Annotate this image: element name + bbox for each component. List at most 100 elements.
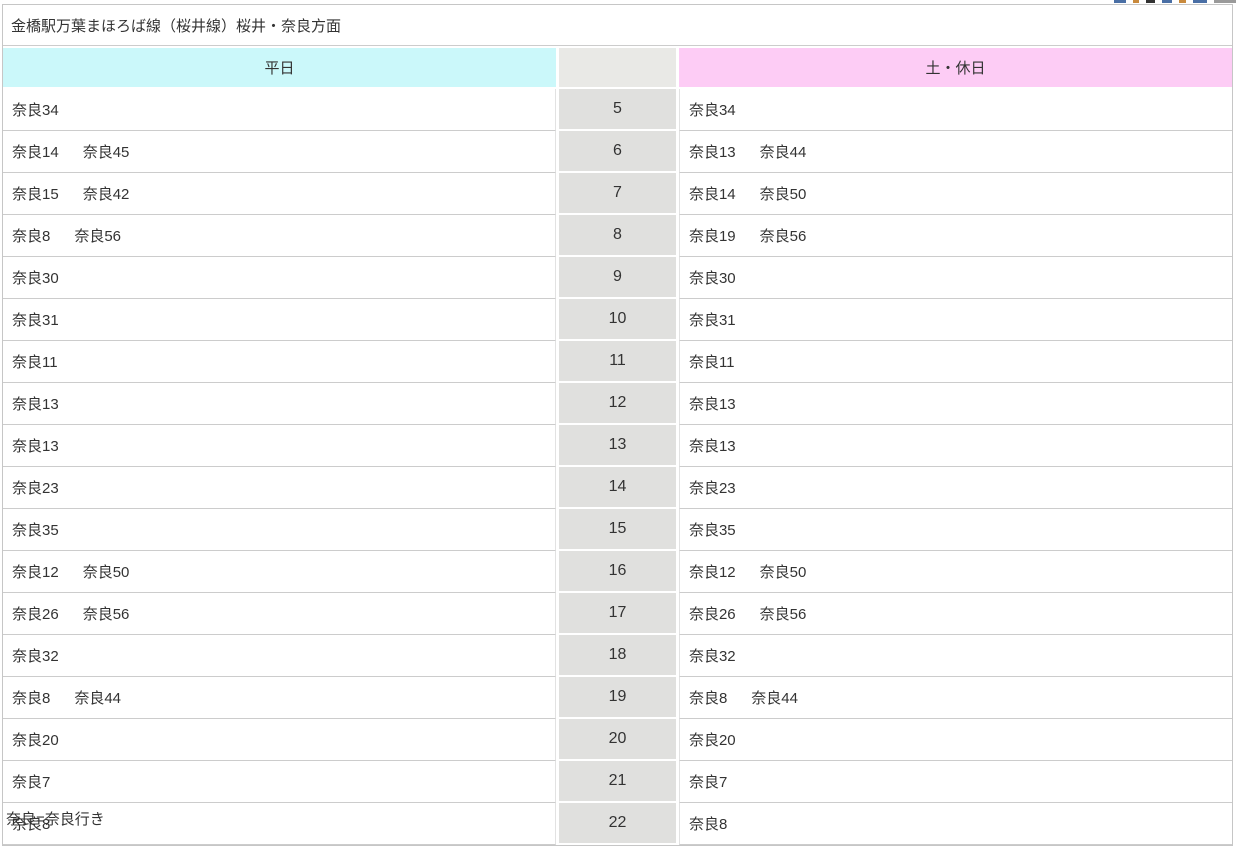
timetable-row: 奈良26 奈良56 17 奈良26 奈良56: [3, 593, 1232, 635]
timetable-title: 金橋駅万葉まほろば線（桜井線）桜井・奈良方面: [3, 5, 1232, 46]
train-entry: 奈良7: [12, 774, 51, 791]
weekend-cell: 奈良8: [678, 803, 1232, 845]
train-entry: 奈良8: [12, 690, 51, 707]
weekend-cell: 奈良30: [678, 257, 1232, 299]
train-entry: 奈良45: [82, 144, 130, 161]
weekday-cell: 奈良12 奈良50: [3, 551, 557, 593]
clipped-fragment: [1114, 0, 1126, 3]
hour-cell: 8: [556, 215, 679, 257]
train-entry: 奈良13: [688, 438, 736, 455]
train-entry: 奈良56: [759, 606, 807, 623]
weekday-cell: 奈良11: [3, 341, 557, 383]
train-entry: 奈良50: [759, 564, 807, 581]
timetable-row: 奈良23 14 奈良23: [3, 467, 1232, 509]
hour-cell: 5: [556, 89, 679, 131]
hour-cell: 20: [556, 719, 679, 761]
legend-note: 奈良=奈良行き: [6, 811, 105, 828]
train-entry: 奈良14: [688, 186, 736, 203]
weekend-cell: 奈良20: [678, 719, 1232, 761]
weekend-cell: 奈良12 奈良50: [678, 551, 1232, 593]
weekend-cell: 奈良11: [678, 341, 1232, 383]
weekend-cell: 奈良13: [678, 383, 1232, 425]
hour-cell: 13: [556, 425, 679, 467]
train-entry: 奈良8: [12, 228, 51, 245]
weekday-cell: 奈良13: [3, 383, 557, 425]
timetable-row: 奈良11 11 奈良11: [3, 341, 1232, 383]
train-entry: 奈良23: [688, 480, 736, 497]
weekend-cell: 奈良19 奈良56: [678, 215, 1232, 257]
train-entry: 奈良44: [74, 690, 122, 707]
weekend-header: 土・休日: [678, 46, 1232, 89]
train-entry: 奈良50: [759, 186, 807, 203]
hour-cell: 16: [556, 551, 679, 593]
hour-header: [556, 46, 679, 89]
timetable-row: 奈良20 20 奈良20: [3, 719, 1232, 761]
timetable-header-row: 平日 土・休日: [3, 46, 1232, 89]
hour-cell: 15: [556, 509, 679, 551]
train-entry: 奈良32: [12, 648, 59, 665]
train-entry: 奈良35: [12, 522, 59, 539]
timetable-row: 奈良14 奈良45 6 奈良13 奈良44: [3, 131, 1232, 173]
weekday-cell: 奈良8 奈良44: [3, 677, 557, 719]
weekend-cell: 奈良34: [678, 89, 1232, 131]
train-entry: 奈良11: [12, 354, 58, 371]
timetable: 金橋駅万葉まほろば線（桜井線）桜井・奈良方面 平日 土・休日 奈良34 5 奈良34…: [2, 4, 1233, 846]
weekday-cell: 奈良35: [3, 509, 557, 551]
train-entry: 奈良7: [688, 774, 728, 791]
train-entry: 奈良56: [74, 228, 122, 245]
hour-cell: 21: [556, 761, 679, 803]
weekend-cell: 奈良8 奈良44: [678, 677, 1232, 719]
weekday-cell: 奈良30: [3, 257, 557, 299]
weekend-cell: 奈良23: [678, 467, 1232, 509]
hour-cell: 19: [556, 677, 679, 719]
train-entry: 奈良50: [82, 564, 130, 581]
timetable-row: 奈良7 21 奈良7: [3, 761, 1232, 803]
weekday-cell: 奈良15 奈良42: [3, 173, 557, 215]
timetable-row: 奈良8 奈良56 8 奈良19 奈良56: [3, 215, 1232, 257]
timetable-row: 奈良8 22 奈良8: [3, 803, 1232, 845]
train-entry: 奈良32: [688, 648, 736, 665]
train-entry: 奈良8: [12, 816, 51, 833]
train-entry: 奈良12: [12, 564, 59, 581]
train-entry: 奈良26: [12, 606, 59, 623]
train-entry: 奈良34: [12, 102, 59, 119]
train-entry: 奈良42: [82, 186, 130, 203]
train-entry: 奈良13: [688, 396, 736, 413]
train-entry: 奈良44: [751, 690, 798, 707]
hour-cell: 7: [556, 173, 679, 215]
train-entry: 奈良31: [688, 312, 736, 329]
timetable-body: 奈良34 5 奈良34 奈良14 奈良45 6 奈良13 奈良44 奈良15 奈良42 7 奈良14 奈…: [3, 89, 1232, 845]
timetable-row: 奈良31 10 奈良31: [3, 299, 1232, 341]
train-entry: 奈良20: [12, 732, 59, 749]
weekday-cell: 奈良20: [3, 719, 557, 761]
timetable-row: 奈良13 13 奈良13: [3, 425, 1232, 467]
clipped-fragment: [1179, 0, 1186, 3]
train-entry: 奈良31: [12, 312, 59, 329]
hour-cell: 18: [556, 635, 679, 677]
train-entry: 奈良13: [12, 396, 59, 413]
weekend-cell: 奈良31: [678, 299, 1232, 341]
train-entry: 奈良15: [12, 186, 59, 203]
train-entry: 奈良35: [688, 522, 736, 539]
weekday-cell: 奈良14 奈良45: [3, 131, 557, 173]
timetable-row: 奈良35 15 奈良35: [3, 509, 1232, 551]
timetable-row: 奈良12 奈良50 16 奈良12 奈良50: [3, 551, 1232, 593]
timetable-row: 奈良32 18 奈良32: [3, 635, 1232, 677]
weekend-cell: 奈良13 奈良44: [678, 131, 1232, 173]
timetable-row: 奈良34 5 奈良34: [3, 89, 1232, 131]
hour-cell: 14: [556, 467, 679, 509]
hour-cell: 11: [556, 341, 679, 383]
train-entry: 奈良11: [688, 354, 735, 371]
train-entry: 奈良13: [12, 438, 59, 455]
timetable-row: 奈良15 奈良42 7 奈良14 奈良50: [3, 173, 1232, 215]
weekday-cell: 奈良8 奈良56: [3, 215, 557, 257]
weekday-cell: 奈良31: [3, 299, 557, 341]
clipped-fragment: [1162, 0, 1172, 3]
clipped-fragment: [1146, 0, 1155, 3]
train-entry: 奈良23: [12, 480, 59, 497]
hour-cell: 9: [556, 257, 679, 299]
train-entry: 奈良8: [688, 816, 728, 833]
timetable-row: 奈良8 奈良44 19 奈良8 奈良44: [3, 677, 1232, 719]
weekend-cell: 奈良7: [678, 761, 1232, 803]
weekday-cell: 奈良23: [3, 467, 557, 509]
